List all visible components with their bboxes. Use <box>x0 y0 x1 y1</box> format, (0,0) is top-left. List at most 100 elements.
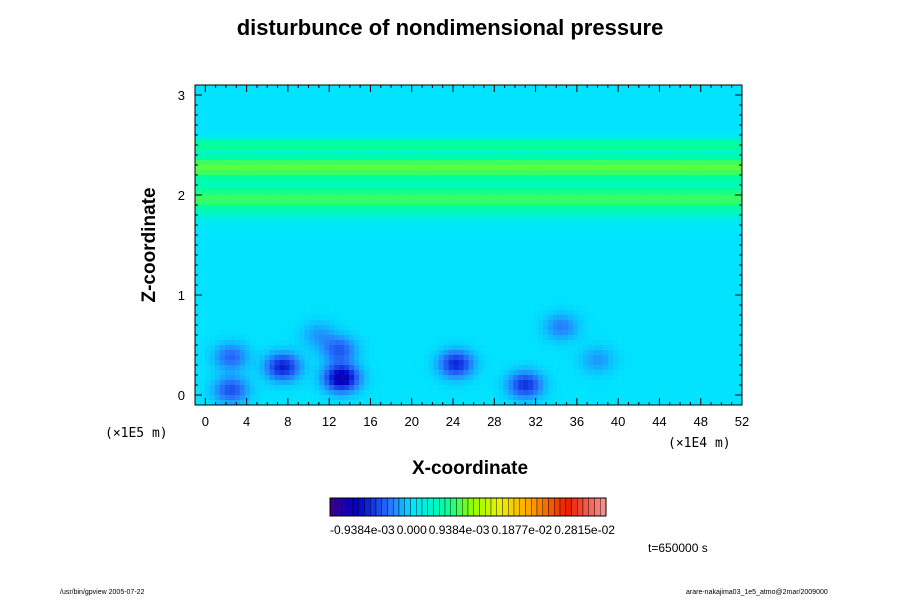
field-cell <box>508 335 514 341</box>
field-cell <box>543 185 549 191</box>
field-cell <box>453 90 460 96</box>
field-cell <box>423 360 430 366</box>
field-cell <box>378 250 385 256</box>
field-cell <box>329 355 335 361</box>
field-cell <box>214 130 221 136</box>
field-cell <box>224 140 231 146</box>
field-cell <box>334 295 340 301</box>
field-cell <box>393 235 400 241</box>
field-cell <box>314 325 320 331</box>
field-cell <box>269 215 276 221</box>
field-cell <box>443 205 450 211</box>
field-cell <box>299 185 305 191</box>
field-cell <box>388 220 395 226</box>
field-cell <box>572 320 579 326</box>
field-cell <box>249 175 256 181</box>
field-cell <box>294 235 301 241</box>
field-cell <box>483 175 489 181</box>
field-cell <box>284 205 291 211</box>
field-cell <box>503 120 509 126</box>
field-cell <box>493 340 499 346</box>
field-cell <box>329 215 335 221</box>
field-cell <box>269 165 276 171</box>
field-cell <box>289 125 296 131</box>
field-cell <box>259 390 266 396</box>
field-cell <box>274 140 281 146</box>
field-cell <box>483 275 489 281</box>
field-cell <box>483 370 489 376</box>
field-cell <box>269 345 276 351</box>
field-cell <box>523 225 529 231</box>
field-cell <box>319 350 325 356</box>
field-cell <box>438 395 445 401</box>
field-cell <box>378 110 385 116</box>
field-cell <box>453 395 460 401</box>
field-cell <box>567 130 574 136</box>
field-cell <box>513 270 519 276</box>
field-cell <box>548 225 554 231</box>
field-cell <box>364 235 370 241</box>
field-cell <box>244 160 251 166</box>
field-cell <box>304 300 310 306</box>
field-cell <box>478 150 485 156</box>
field-cell <box>388 160 395 166</box>
field-cell <box>289 105 296 111</box>
field-cell <box>473 105 480 111</box>
field-cell <box>508 100 514 106</box>
field-cell <box>214 270 221 276</box>
field-cell <box>548 255 554 261</box>
field-cell <box>329 305 335 311</box>
field-cell <box>229 125 236 131</box>
field-cell <box>448 330 455 336</box>
field-cell <box>339 370 345 376</box>
field-cell <box>498 225 504 231</box>
field-cell <box>433 190 440 196</box>
field-cell <box>577 385 584 391</box>
field-cell <box>364 115 370 121</box>
field-cell <box>289 340 296 346</box>
field-cell <box>433 305 440 311</box>
field-cell <box>468 290 475 296</box>
field-cell <box>259 260 266 266</box>
field-cell <box>483 95 489 101</box>
field-cell <box>572 390 579 396</box>
field-cell <box>369 115 375 121</box>
field-cell <box>329 345 335 351</box>
field-cell <box>254 305 261 311</box>
field-cell <box>364 110 370 116</box>
field-cell <box>259 205 266 211</box>
field-cell <box>254 125 261 131</box>
field-cell <box>309 295 315 301</box>
field-cell <box>553 340 559 346</box>
field-cell <box>204 290 211 296</box>
field-cell <box>249 370 256 376</box>
field-cell <box>567 330 574 336</box>
field-cell <box>374 215 380 221</box>
field-cell <box>195 235 201 241</box>
field-cell <box>567 290 574 296</box>
field-cell <box>562 190 569 196</box>
field-cell <box>369 130 375 136</box>
field-cell <box>344 300 350 306</box>
field-cell <box>254 285 261 291</box>
field-cell <box>344 180 350 186</box>
field-cell <box>428 100 435 106</box>
field-cell <box>577 230 584 236</box>
field-cell <box>204 375 211 381</box>
field-cell <box>369 285 375 291</box>
field-cell <box>383 385 390 391</box>
field-cell <box>443 310 450 316</box>
field-cell <box>508 240 514 246</box>
field-cell <box>229 330 236 336</box>
field-cell <box>274 350 281 356</box>
field-cell <box>513 245 519 251</box>
field-cell <box>567 200 574 206</box>
field-cell <box>209 225 216 231</box>
field-cell <box>483 355 489 361</box>
field-cell <box>254 325 261 331</box>
field-cell <box>314 295 320 301</box>
field-cell <box>473 95 480 101</box>
field-cell <box>219 120 226 126</box>
field-cell <box>309 95 315 101</box>
field-cell <box>543 240 549 246</box>
